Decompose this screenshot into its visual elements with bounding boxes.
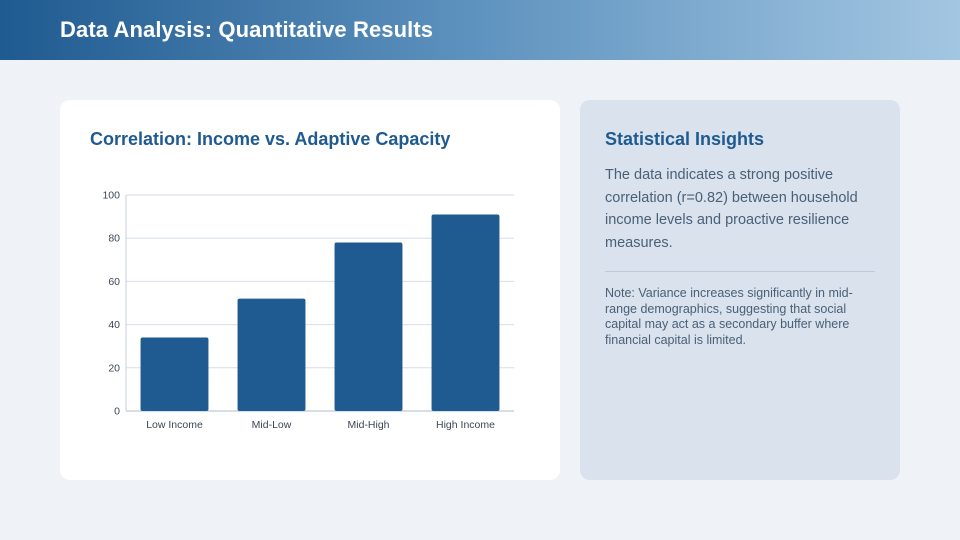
insights-body: The data indicates a strong positive cor…	[605, 167, 858, 251]
insights-note: Note: Variance increases significantly i…	[605, 286, 853, 347]
x-tick-label: High Income	[436, 419, 495, 431]
chart-title: Correlation: Income vs. Adaptive Capacit…	[90, 129, 451, 149]
y-tick-label: 40	[108, 319, 120, 331]
bar-mid-high	[334, 242, 403, 411]
bar-chart: 0 20 40 60 80 100 Low Income Mid-Low Mid-High Hig…	[102, 190, 514, 431]
x-tick-label: Mid-Low	[252, 419, 292, 431]
bar-high-income	[431, 214, 500, 411]
y-tick-label: 0	[114, 406, 120, 418]
y-tick-label: 80	[108, 233, 120, 245]
insights-title: Statistical Insights	[605, 129, 765, 149]
bar-mid-low	[237, 298, 306, 411]
insights-panel: Statistical Insights The data indicates …	[580, 100, 900, 480]
x-tick-label: Low Income	[146, 419, 203, 431]
x-tick-label: Mid-High	[347, 419, 389, 431]
y-tick-label: 20	[108, 362, 120, 374]
insights-divider	[605, 271, 875, 272]
y-tick-label: 100	[102, 190, 120, 202]
y-tick-label: 60	[108, 276, 120, 288]
chart-card: Correlation: Income vs. Adaptive Capacit…	[60, 100, 560, 480]
page-title: Data Analysis: Quantitative Results	[60, 17, 434, 42]
header-bar: Data Analysis: Quantitative Results	[0, 0, 960, 60]
bar-low-income	[140, 337, 209, 411]
